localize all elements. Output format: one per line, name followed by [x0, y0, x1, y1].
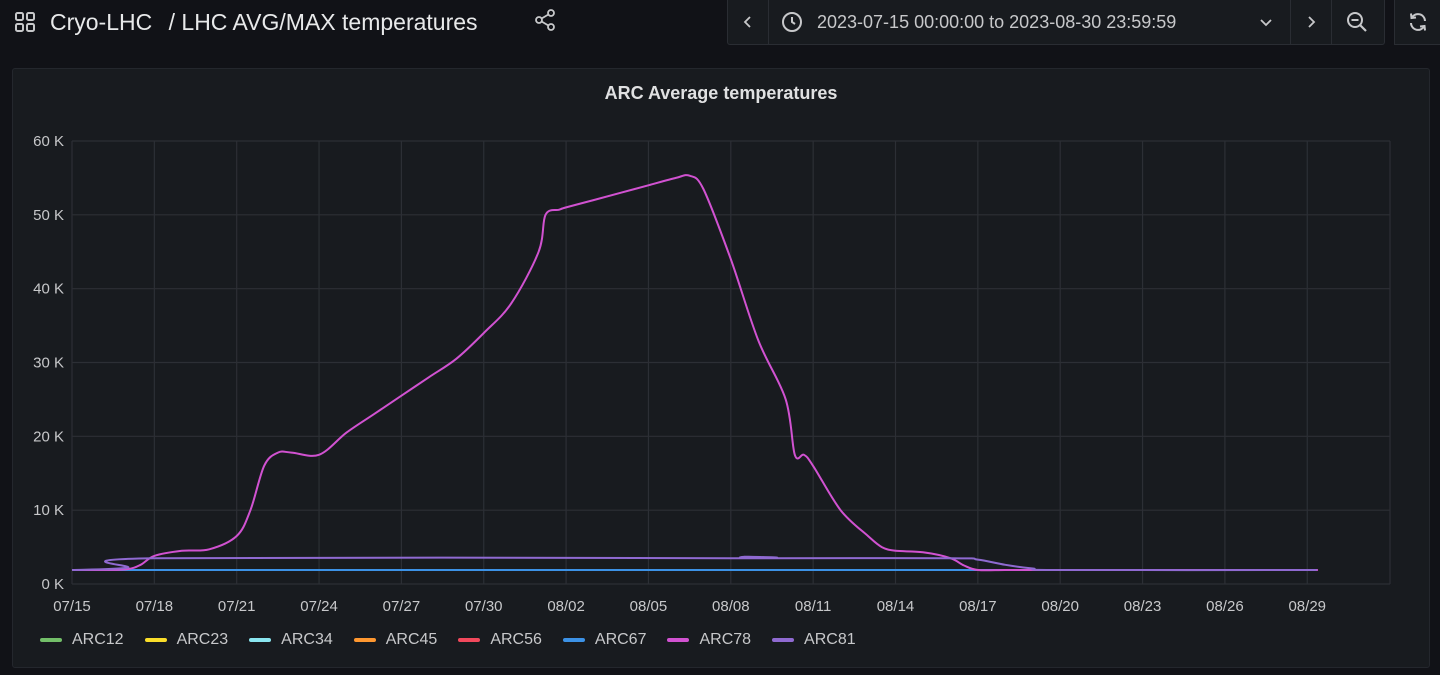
y-tick-label: 20 K — [33, 428, 64, 445]
breadcrumb-separator: / — [168, 9, 176, 35]
series-line-arc81 — [71, 555, 1317, 572]
time-range-label[interactable]: 2023-07-15 00:00:00 to 2023-08-30 23:59:… — [817, 12, 1177, 32]
legend-label: ARC78 — [699, 631, 752, 648]
legend-item-arc12[interactable]: ARC12 — [40, 631, 124, 649]
divider — [1331, 0, 1332, 44]
legend-swatch — [144, 638, 167, 642]
divider — [1290, 0, 1291, 44]
y-axis-ticks: 0 K 10 K 20 K 30 K 40 K 50 K 60 K — [33, 133, 64, 593]
x-tick-label: 08/11 — [795, 598, 831, 615]
legend-item-arc56[interactable]: ARC56 — [458, 631, 542, 649]
y-tick-label: 50 K — [33, 207, 64, 224]
x-tick-label: 07/24 — [300, 598, 338, 615]
legend-item-arc34[interactable]: ARC34 — [249, 631, 333, 649]
y-tick-label: 10 K — [33, 502, 64, 519]
legend-item-arc67[interactable]: ARC67 — [562, 631, 647, 649]
breadcrumb-folder[interactable]: Cryo-LHC — [50, 9, 153, 35]
legend-item-arc78[interactable]: ARC78 — [667, 631, 751, 649]
refresh-button[interactable] — [1394, 0, 1440, 45]
y-tick-label: 30 K — [33, 355, 64, 372]
x-tick-label: 07/15 — [53, 598, 91, 615]
chart-legend: ARC12 ARC23 ARC34 ARC45 ARC56 ARC67 ARC78 ARC81 — [40, 629, 877, 651]
x-tick-label: 08/17 — [959, 598, 997, 615]
x-tick-label: 08/08 — [712, 598, 750, 615]
refresh-icon — [1410, 13, 1426, 31]
legend-label: ARC23 — [176, 631, 229, 648]
dashboard-title[interactable]: LHC AVG/MAX temperatures — [181, 9, 478, 35]
legend-swatch — [667, 638, 690, 642]
x-tick-label: 08/26 — [1206, 598, 1244, 615]
x-tick-label: 08/20 — [1041, 598, 1079, 615]
legend-swatch — [353, 638, 376, 642]
clock-icon — [782, 12, 802, 32]
time-forward-button[interactable] — [1291, 0, 1331, 44]
chart-grid — [71, 140, 1391, 585]
grid-icon[interactable] — [14, 11, 36, 33]
legend-swatch — [40, 638, 62, 642]
legend-label: ARC67 — [594, 631, 647, 648]
chart-panel: ARC Average temperatures — [12, 68, 1430, 668]
series-line-arc78 — [71, 174, 1319, 572]
x-tick-label: 07/18 — [136, 598, 174, 615]
legend-swatch — [772, 638, 795, 642]
chevron-down-icon[interactable] — [1259, 15, 1273, 29]
legend-swatch — [562, 638, 585, 642]
x-tick-label: 08/05 — [630, 598, 668, 615]
x-tick-label: 08/23 — [1124, 598, 1162, 615]
share-icon[interactable] — [533, 8, 557, 32]
chevron-right-icon — [1308, 16, 1316, 28]
legend-swatch — [458, 638, 481, 642]
x-tick-label: 07/21 — [218, 598, 256, 615]
panel-title[interactable]: ARC Average temperatures — [604, 83, 838, 103]
x-tick-label: 08/29 — [1288, 598, 1326, 615]
y-tick-label: 0 K — [41, 576, 64, 593]
chevron-left-icon — [743, 16, 751, 28]
legend-label: ARC12 — [72, 631, 124, 648]
dashboard-header: Cryo-LHC / LHC AVG/MAX temperatures — [0, 0, 1440, 56]
legend-label: ARC45 — [385, 631, 438, 648]
x-tick-label: 08/02 — [547, 598, 585, 615]
y-tick-label: 40 K — [33, 281, 64, 298]
time-back-button[interactable] — [728, 0, 768, 44]
time-picker-bar — [727, 0, 1385, 45]
zoom-out-icon — [1347, 12, 1367, 32]
legend-label: ARC81 — [804, 631, 856, 648]
x-tick-label: 07/27 — [383, 598, 421, 615]
zoom-out-button[interactable] — [1332, 0, 1382, 44]
legend-item-arc81[interactable]: ARC81 — [772, 631, 856, 649]
breadcrumb: Cryo-LHC / LHC AVG/MAX temperatures — [50, 7, 478, 37]
legend-item-arc45[interactable]: ARC45 — [353, 631, 438, 649]
x-tick-label: 08/14 — [877, 598, 915, 615]
legend-label: ARC34 — [281, 631, 333, 648]
y-tick-label: 60 K — [33, 133, 64, 150]
legend-label: ARC56 — [490, 631, 542, 648]
x-tick-label: 07/30 — [465, 598, 503, 615]
legend-item-arc23[interactable]: ARC23 — [144, 631, 229, 649]
x-axis-ticks: 07/15 07/18 07/21 07/24 07/27 07/30 08/02 08/05… — [53, 598, 1326, 615]
chart-series — [71, 174, 1319, 572]
legend-swatch — [249, 638, 272, 642]
divider — [768, 0, 769, 44]
